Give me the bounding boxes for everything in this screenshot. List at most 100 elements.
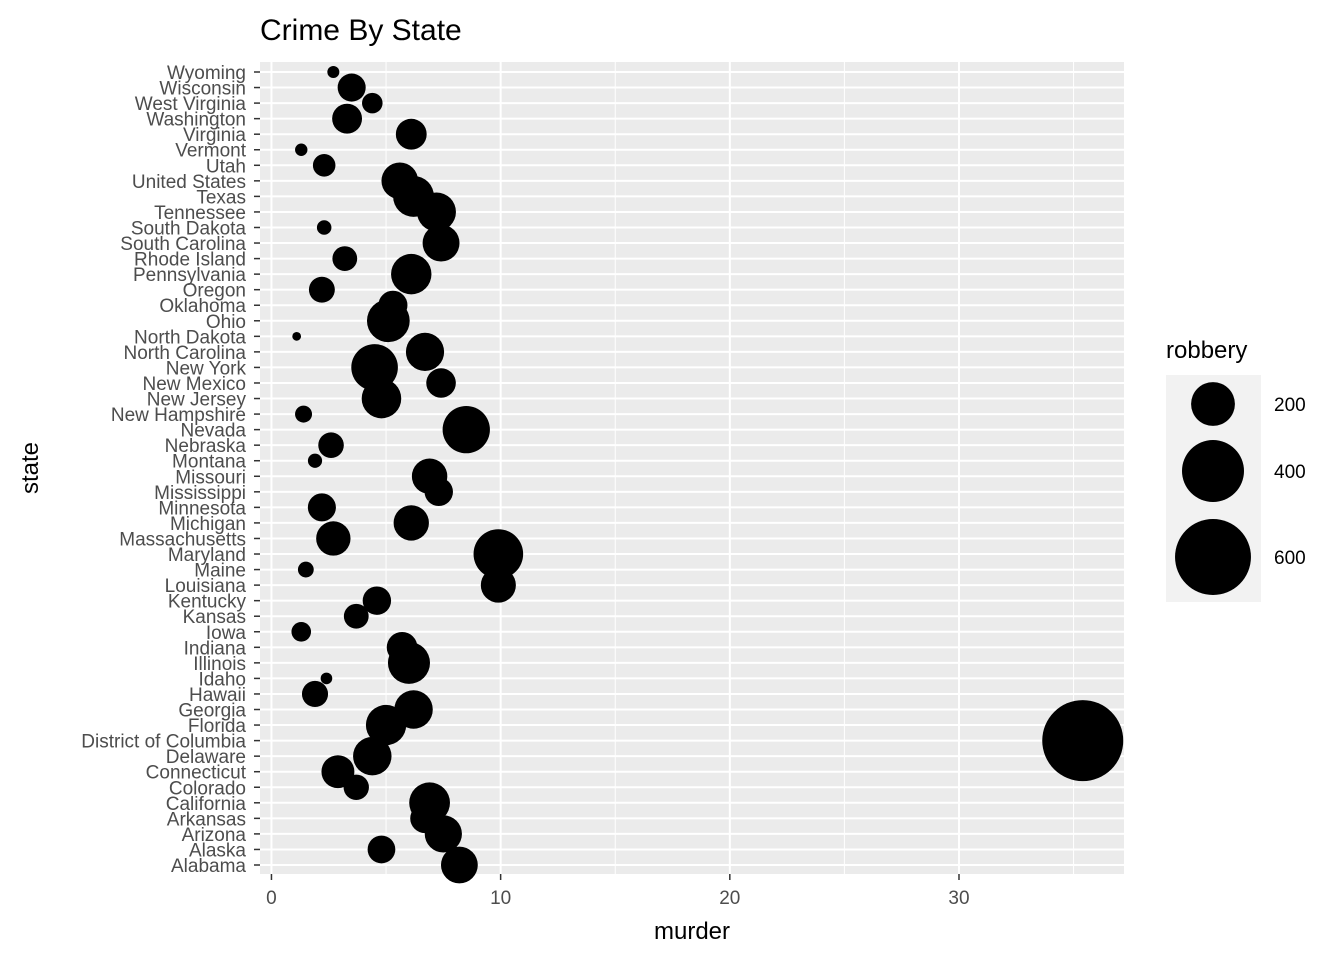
data-point (307, 453, 323, 468)
data-point (409, 782, 450, 824)
y-tick-label: Oklahoma (159, 296, 246, 317)
legend-label: 400 (1274, 462, 1306, 483)
y-tick-label: Tennessee (154, 203, 246, 224)
data-point (321, 755, 355, 789)
y-tick-label: Alabama (171, 856, 246, 877)
data-point (337, 73, 366, 102)
y-tick-label: Wisconsin (159, 79, 246, 100)
legend-label: 200 (1274, 395, 1306, 416)
y-tick-label: Idaho (198, 669, 246, 690)
data-point (1042, 700, 1124, 782)
x-axis-title: murder (654, 918, 730, 945)
y-tick-label: Colorado (169, 778, 246, 799)
data-point (295, 143, 308, 156)
y-tick-label: Virginia (183, 125, 246, 146)
y-tick-label: District of Columbia (81, 732, 246, 753)
data-point (320, 672, 333, 685)
y-tick-label: Nebraska (165, 436, 247, 457)
y-tick-label: Louisiana (165, 576, 247, 597)
data-point (391, 253, 432, 295)
y-tick-label: Illinois (193, 654, 246, 675)
y-tick-label: Missouri (175, 467, 246, 488)
chart-title: Crime By State (260, 14, 462, 47)
y-tick-label: Kentucky (168, 592, 247, 613)
y-tick-label: Vermont (175, 141, 246, 162)
data-point (301, 680, 329, 708)
data-point (395, 118, 427, 150)
y-tick-label: United States (132, 172, 246, 193)
data-point (378, 290, 408, 320)
data-point (297, 561, 314, 578)
y-tick-label: Maine (194, 561, 246, 582)
y-tick-label: Georgia (178, 701, 246, 722)
y-tick-label: Alaska (189, 840, 246, 861)
y-tick-label: Hawaii (189, 685, 246, 706)
y-tick-label: Kansas (183, 607, 246, 628)
y-axis-title: state (17, 442, 44, 494)
data-point (442, 405, 490, 454)
y-tick-label: Nevada (181, 421, 247, 442)
data-point (307, 493, 336, 522)
legend-key-circle (1191, 382, 1235, 426)
y-axis: AlabamaAlaskaArizonaArkansasCaliforniaCo… (81, 63, 260, 877)
y-tick-label: Oregon (183, 281, 246, 302)
y-tick-label: Delaware (166, 747, 246, 768)
data-point (411, 458, 448, 495)
y-tick-label: Michigan (170, 514, 246, 535)
y-tick-label: Arkansas (167, 809, 246, 830)
legend-label: 600 (1274, 548, 1306, 569)
x-tick-label: 30 (948, 888, 969, 909)
data-point (308, 276, 335, 303)
y-tick-label: South Carolina (120, 234, 246, 255)
y-tick-label: Massachusetts (119, 529, 246, 550)
x-tick-label: 20 (719, 888, 740, 909)
data-point (316, 220, 332, 235)
y-tick-label: California (166, 794, 247, 815)
y-tick-label: Mississippi (154, 483, 246, 504)
data-point (422, 224, 460, 262)
data-point (295, 405, 313, 423)
data-point (291, 621, 312, 642)
y-tick-label: Ohio (206, 312, 246, 333)
y-tick-label: Maryland (168, 545, 246, 566)
y-tick-label: Florida (188, 716, 247, 737)
data-point (316, 521, 351, 556)
data-point (393, 505, 429, 541)
data-point (343, 603, 369, 629)
data-point (394, 690, 433, 729)
y-tick-label: North Dakota (134, 327, 246, 348)
data-point (440, 846, 478, 884)
x-tick-label: 0 (266, 888, 277, 909)
grid-lines (260, 62, 1124, 874)
size-legend: robbery 200 400 600 (1166, 337, 1306, 602)
data-points (291, 65, 1124, 884)
y-tick-label: New Mexico (143, 374, 246, 395)
data-point (312, 154, 336, 177)
data-point (473, 529, 524, 579)
y-tick-label: North Carolina (124, 343, 247, 364)
y-tick-label: West Virginia (135, 94, 247, 115)
data-point (332, 103, 363, 134)
y-tick-label: Utah (206, 156, 246, 177)
data-point (318, 432, 344, 458)
y-tick-label: Indiana (184, 638, 247, 659)
data-point (327, 65, 340, 79)
y-tick-label: Connecticut (146, 763, 247, 784)
y-tick-label: South Dakota (131, 218, 247, 239)
data-point (353, 736, 392, 776)
data-point (351, 344, 398, 391)
y-tick-label: Arizona (182, 825, 247, 846)
data-point (405, 332, 445, 371)
data-point (332, 246, 358, 271)
legend-items: 200 400 600 (1175, 382, 1306, 595)
y-tick-label: Washington (146, 110, 246, 131)
legend-title: robbery (1166, 337, 1247, 364)
data-point (362, 92, 383, 114)
data-point (362, 586, 392, 615)
data-point (292, 331, 302, 341)
data-point (386, 631, 418, 663)
data-point (381, 162, 419, 200)
legend-key-circle (1175, 519, 1251, 595)
y-tick-label: Minnesota (158, 498, 246, 519)
